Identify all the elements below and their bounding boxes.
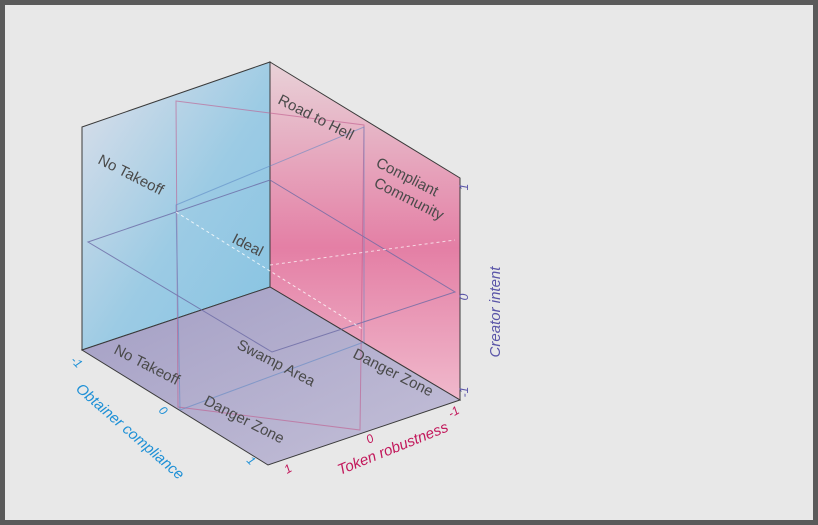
mid-vertical-plane-x xyxy=(175,100,365,431)
z-tick-1: 1 xyxy=(457,184,471,191)
z-tick-neg1: -1 xyxy=(457,387,471,398)
mid-horizontal-plane xyxy=(86,179,457,353)
center-line-1 xyxy=(175,211,365,331)
y-tick-neg1: -1 xyxy=(68,353,85,370)
y-tick-1: 1 xyxy=(244,453,259,468)
x-tick-neg1: -1 xyxy=(446,403,462,420)
x-tick-0: 0 xyxy=(364,431,377,447)
y-tick-0: 0 xyxy=(156,403,171,418)
mid-vertical-plane-y xyxy=(175,126,365,411)
z-axis-title: Creator intent xyxy=(487,266,504,358)
interior-planes xyxy=(86,100,457,431)
creator-intent-axis: 1 0 -1 Creator intent xyxy=(457,184,504,398)
z-tick-0: 0 xyxy=(457,293,471,300)
x-tick-1: 1 xyxy=(282,461,295,476)
center-line-2 xyxy=(269,239,456,266)
